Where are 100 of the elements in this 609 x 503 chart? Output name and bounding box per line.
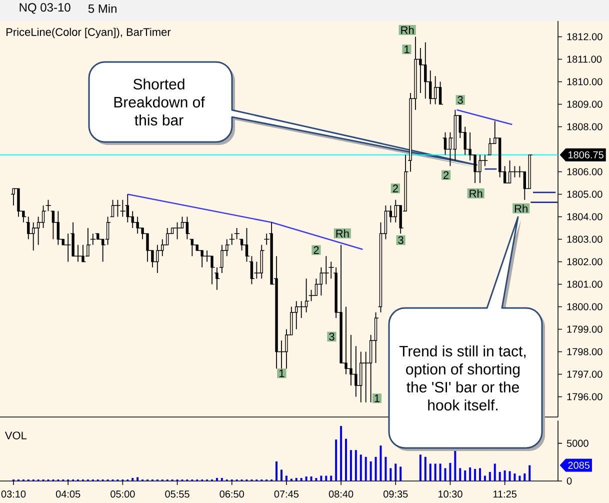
x-tick-label: 05:00: [110, 490, 135, 498]
x-tick-label: 09:35: [384, 490, 408, 498]
bar: [320, 476, 322, 481]
y-tick-label: 1798.00: [567, 348, 602, 356]
bar: [350, 450, 352, 481]
bar: [335, 440, 338, 481]
candlestick: [214, 266, 220, 290]
bar: [384, 456, 387, 481]
bar: [528, 465, 531, 481]
annotation: Rh: [470, 189, 482, 198]
bar: [136, 477, 139, 481]
annotation: Rh: [336, 229, 349, 238]
annotation: 2: [392, 184, 398, 192]
y-tick-label: 1801.00: [567, 280, 602, 288]
bar: [310, 476, 312, 481]
x-tick-label: 06:50: [220, 490, 244, 498]
y-tick-label: 1810.00: [567, 78, 602, 86]
bar: [345, 438, 348, 481]
bar: [518, 476, 521, 481]
bar: [498, 472, 501, 481]
bar: [305, 476, 308, 481]
x-tick-label: 08:40: [328, 490, 354, 498]
bar: [285, 476, 288, 481]
bar: [276, 461, 278, 481]
bar: [390, 468, 392, 481]
annotation: 2: [444, 171, 449, 179]
y-tick-label: 1796.00: [567, 393, 602, 400]
candlestick: [104, 216, 111, 246]
bar: [478, 468, 481, 481]
bar: [216, 478, 218, 481]
candlestick: [506, 160, 513, 184]
y-tick-label: 5000: [566, 440, 588, 447]
candlestick: [114, 199, 121, 218]
bar: [315, 478, 318, 481]
candlestick: [234, 228, 240, 240]
annotation: 1: [279, 370, 284, 378]
chart-title: NQ 03-10: [20, 3, 70, 14]
text: 2085: [568, 462, 590, 469]
y-tick-label: 1804.00: [567, 213, 602, 220]
candlestick: [372, 312, 379, 364]
bar: [360, 454, 362, 481]
bar: [325, 476, 328, 481]
y-tick-label: 1802.00: [567, 258, 602, 266]
y-tick-label: 1811.00: [567, 56, 602, 63]
bar: [524, 473, 526, 481]
bar: [370, 461, 372, 481]
annotation: Rh: [514, 204, 528, 212]
x-tick-label: 10:30: [438, 490, 462, 498]
bar: [340, 426, 342, 481]
candlestick: [244, 228, 250, 262]
y-tick-label: 1808.00: [567, 123, 602, 130]
bar: [295, 478, 298, 481]
annotation: 3: [398, 236, 404, 244]
bar: [459, 468, 462, 481]
annotation: 1: [374, 394, 380, 402]
bar: [434, 464, 436, 481]
annotation: Trend is still in tact, option of shorting the 'SI' bar or the hook itself.: [399, 345, 526, 410]
x-tick-label: 05:55: [165, 490, 190, 498]
y-tick-label: 1797.00: [567, 370, 602, 378]
bar: [469, 467, 472, 481]
bar: [364, 456, 367, 481]
bar: [220, 478, 223, 481]
bar: [280, 470, 282, 481]
y-tick-label: 1799.00: [567, 326, 602, 333]
annotation: 3: [329, 332, 334, 341]
bar: [474, 468, 476, 481]
candlestick: [45, 199, 52, 212]
candlestick: [248, 256, 255, 285]
candlestick: [437, 81, 444, 105]
bar: [419, 454, 422, 481]
bar: [508, 471, 511, 481]
ref-line-label: 1806.75: [568, 151, 604, 158]
annotation: 2: [314, 246, 319, 254]
bar: [424, 456, 426, 481]
y-tick-label: 1800.00: [567, 303, 602, 310]
y-tick-label: 1806.00: [567, 168, 602, 176]
bar: [504, 470, 506, 481]
bar: [488, 472, 491, 481]
bar: [380, 446, 382, 481]
y-tick-label: 1812.00: [567, 33, 602, 40]
text: VOL: [4, 432, 27, 440]
bar: [449, 462, 452, 481]
bar: [132, 478, 134, 481]
x-tick-label: 11:25: [493, 490, 517, 498]
bar: [464, 470, 466, 481]
bar: [439, 464, 442, 481]
x-tick-label: 03:10: [1, 490, 26, 498]
chart-subtitle: 5 Min: [88, 4, 116, 13]
annotation: 3: [458, 96, 463, 104]
bar: [429, 464, 432, 481]
x-tick-label: 07:45: [274, 490, 299, 498]
annotation: 1: [404, 46, 410, 54]
annotation: Rh: [401, 26, 414, 34]
x-tick-label: 04:05: [56, 490, 80, 498]
bar: [330, 476, 332, 481]
y-tick-label: 0: [566, 477, 572, 485]
y-tick-label: 1803.00: [567, 236, 602, 243]
y-tick-label: 1805.00: [567, 190, 602, 198]
annotation: Shorted Breakdown of this bar: [114, 78, 205, 126]
bar: [394, 464, 397, 481]
